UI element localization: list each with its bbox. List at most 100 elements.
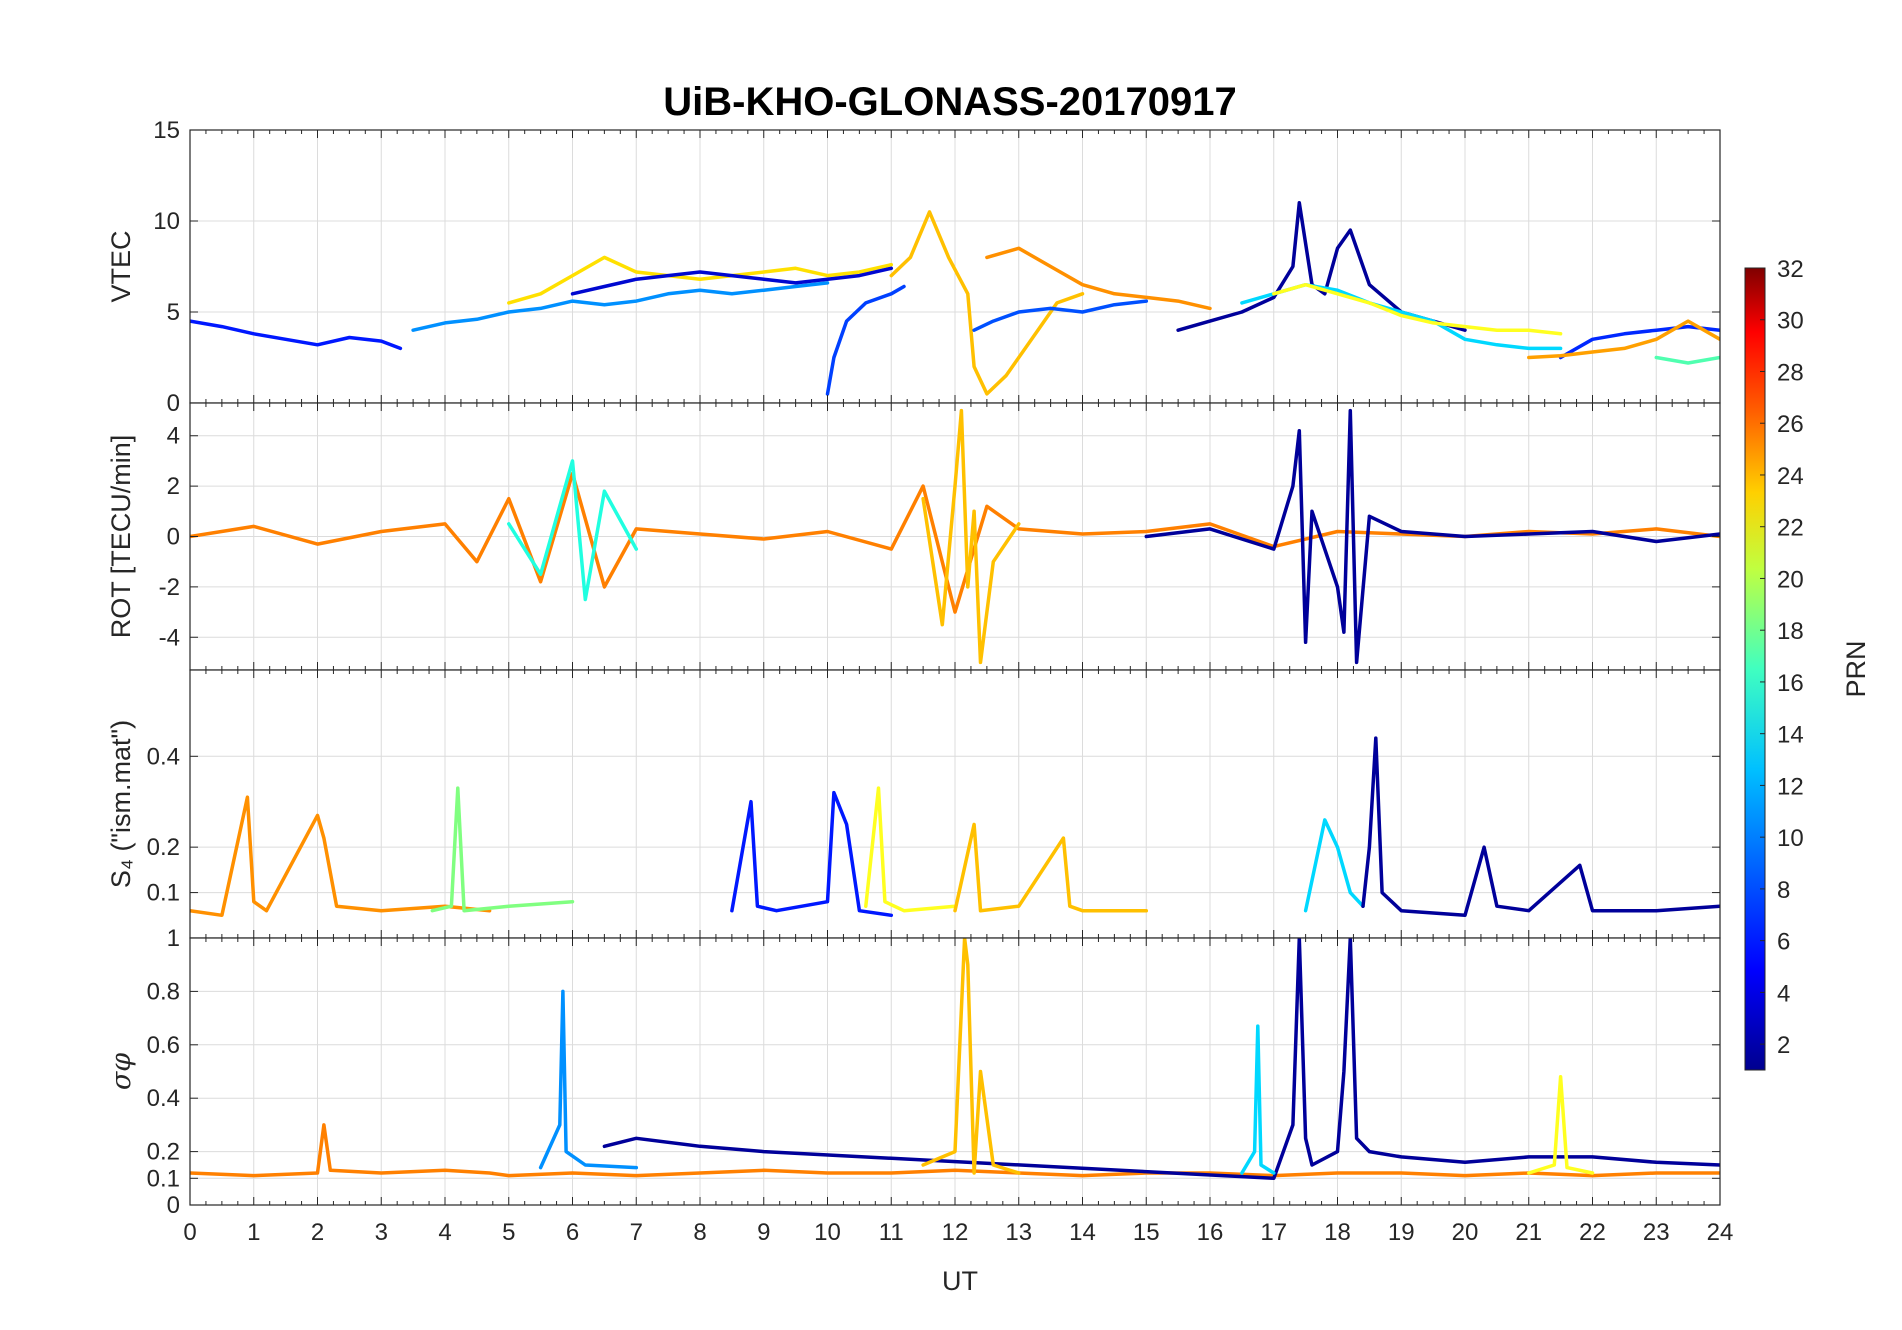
x-tick-label: 14: [1069, 1219, 1096, 1246]
series-line-prn-1: [602, 938, 1720, 1181]
y-tick-label: 0: [167, 1192, 180, 1219]
y-tick-label: 15: [153, 117, 180, 144]
x-tick-label: 13: [1005, 1219, 1032, 1246]
y-tick-label: 0: [167, 524, 180, 551]
y-tick-label: 5: [167, 299, 180, 326]
series-line-prn-23: [190, 795, 492, 918]
series-line-prn-15: [1654, 355, 1720, 365]
x-tick-label: 20: [1452, 1219, 1479, 1246]
series-line-prn-22: [921, 408, 1021, 665]
x-axis-label: UT: [942, 1266, 978, 1296]
colorbar-tick-label: 24: [1777, 463, 1804, 490]
x-tick-label: 15: [1133, 1219, 1160, 1246]
y-tick-label: 0.2: [147, 834, 180, 861]
series-line-prn-20: [1272, 282, 1563, 336]
colorbar-tick-label: 8: [1777, 877, 1790, 904]
x-tick-label: 0: [183, 1219, 196, 1246]
y-tick-label: 0.4: [147, 743, 180, 770]
x-tick-label: 18: [1324, 1219, 1351, 1246]
x-tick-label: 2: [311, 1219, 324, 1246]
series-line-prn-11: [1240, 1024, 1276, 1175]
series-line-prn-9: [411, 281, 830, 332]
x-tick-label: 17: [1260, 1219, 1287, 1246]
series-line-prn-7: [972, 299, 1149, 332]
y-tick-label: 2: [167, 473, 180, 500]
series-line-prn-11: [1303, 818, 1365, 913]
y-tick-label: 0.1: [147, 880, 180, 907]
x-tick-label: 9: [757, 1219, 770, 1246]
colorbar-gradient: [1744, 267, 1766, 1071]
y-tick-label: 0: [167, 390, 180, 417]
series-line-prn-4: [190, 319, 403, 351]
series-line-prn-3: [570, 266, 894, 296]
y-tick-label: 0.1: [147, 1165, 180, 1192]
colorbar-tick-label: 16: [1777, 670, 1804, 697]
x-tick-label: 3: [375, 1219, 388, 1246]
series-line-prn-21: [507, 255, 894, 305]
chart-title: UiB-KHO-GLONASS-20170917: [663, 80, 1237, 124]
x-tick-label: 8: [693, 1219, 706, 1246]
series-line-prn-1: [1144, 408, 1720, 665]
y-axis-label-vtec: VTEC: [106, 230, 136, 302]
series-group-sigma-phi: [190, 938, 1720, 1181]
y-tick-label: 0.8: [147, 978, 180, 1005]
panel-vtec: 0 5 10 15 VTEC: [106, 117, 1721, 417]
x-tick-label: 11: [879, 1219, 904, 1246]
y-tick-label: 0.4: [147, 1085, 180, 1112]
colorbar-tick-label: 4: [1777, 980, 1790, 1007]
series-line-prn-16: [430, 786, 575, 913]
x-tick-labels: 0 1 2 3 4 5 6 7 8 9 10 11 12 13 14 15 16 17 18 19 20 21 22 23 24: [183, 1219, 1733, 1246]
series-line-prn-22: [921, 938, 1021, 1175]
colorbar-tick-label: 20: [1777, 566, 1804, 593]
colorbar-tick-label: 26: [1777, 411, 1804, 438]
y-tick-label: 0.6: [147, 1032, 180, 1059]
series-line-prn-6: [825, 284, 906, 396]
x-tick-label: 5: [502, 1219, 515, 1246]
x-tick-label: 12: [942, 1219, 969, 1246]
y-tick-label: 0.2: [147, 1139, 180, 1166]
series-line-prn-5: [1558, 324, 1720, 360]
x-tick-label: 24: [1707, 1219, 1734, 1246]
colorbar-tick-label: 22: [1777, 515, 1804, 542]
series-line-prn-20: [1527, 1075, 1595, 1175]
x-tick-label: 10: [814, 1219, 841, 1246]
y-axis-label-sigma-phi: σφ: [106, 1053, 137, 1090]
colorbar-tick-label: 6: [1777, 929, 1790, 956]
colorbar-tick-label: 18: [1777, 618, 1804, 645]
colorbar-tick-label: 12: [1777, 773, 1804, 800]
series-line-prn-1: [1361, 736, 1720, 918]
y-tick-label: 4: [167, 423, 180, 450]
series-line-prn-4: [730, 790, 894, 918]
colorbar-tick-label: 28: [1777, 359, 1804, 386]
y-tick-label: -4: [159, 624, 180, 651]
colorbar-tick-label: 2: [1777, 1032, 1790, 1059]
y-tick-label: 10: [153, 208, 180, 235]
x-tick-label: 19: [1388, 1219, 1415, 1246]
y-tick-label: 1: [167, 925, 180, 952]
series-line-prn-24: [985, 246, 1212, 311]
panel-sigma-phi: 00.10.2 0.4 0.6 0.8 1 σφ: [106, 925, 1721, 1219]
series-line-prn-12: [507, 459, 639, 602]
panel-frame: [189, 937, 1721, 1206]
series-line-prn-22: [953, 822, 1149, 913]
x-tick-label: 6: [566, 1219, 579, 1246]
x-tick-label: 23: [1643, 1219, 1670, 1246]
y-tick-label: -2: [159, 574, 180, 601]
series-line-prn-22: [889, 210, 1085, 396]
series-line-prn-23: [1527, 319, 1720, 360]
colorbar-label: PRN: [1841, 640, 1871, 697]
y-axis-label-rot: ROT [TECU/min]: [106, 435, 136, 639]
x-tick-label: 22: [1579, 1219, 1606, 1246]
series-line-prn-9: [538, 989, 639, 1170]
series-line-prn-20: [864, 786, 957, 913]
colorbar-tick-label: 32: [1777, 256, 1804, 283]
series-group-s4: [190, 736, 1720, 918]
panel-rot: -4 -2 0 2 4 ROT [TECU/min]: [106, 402, 1721, 671]
series-line-prn-24: [190, 471, 1720, 614]
x-tick-label: 1: [247, 1219, 260, 1246]
x-tick-label: 7: [630, 1219, 643, 1246]
x-tick-label: 4: [438, 1219, 451, 1246]
